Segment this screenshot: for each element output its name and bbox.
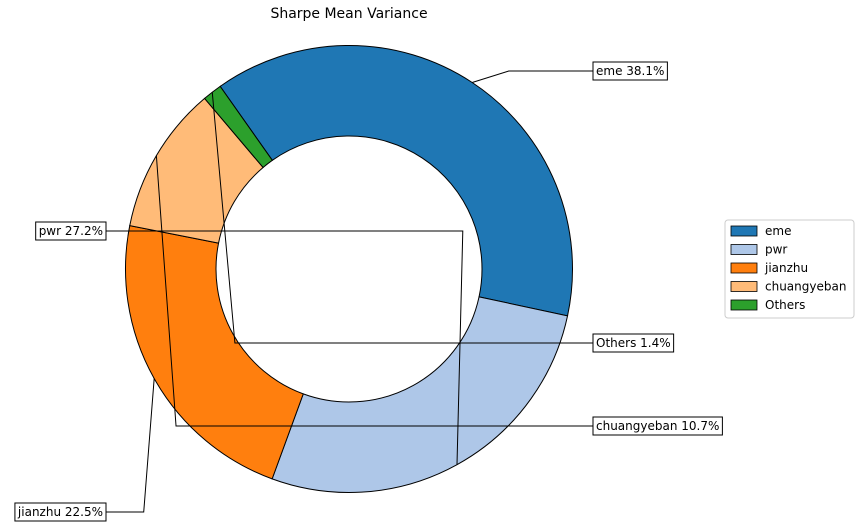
slice-label-eme: eme 38.1% xyxy=(596,64,664,78)
legend-label-chuangyeban: chuangyeban xyxy=(765,280,846,294)
leader-line-eme xyxy=(472,70,593,83)
legend-label-eme: eme xyxy=(765,224,791,238)
donut-slices xyxy=(125,44,573,493)
leader-line-jianzhu xyxy=(106,378,155,513)
legend-swatch-chuangyeban xyxy=(730,281,758,292)
slice-label-box-eme xyxy=(592,61,668,81)
slice-label-box-chuangyeban xyxy=(592,416,723,436)
legend-swatch-others xyxy=(730,299,758,311)
chart-title: Sharpe Mean Variance xyxy=(270,6,427,22)
leader-line-chuangyeban xyxy=(155,155,593,427)
legend-swatch-jianzhu xyxy=(730,262,758,274)
slice-label-box-jianzhu xyxy=(14,502,107,522)
slice-eme xyxy=(219,44,573,317)
legend: eme pwr jianzhu chuangyeban Others xyxy=(724,219,855,319)
legend-label-pwr: pwr xyxy=(765,243,787,257)
slice-labels: eme 38.1% pwr 27.2% jianzhu 22.5% chuangyeb… xyxy=(14,61,723,522)
slice-label-chuangyeban: chuangyeban 10.7% xyxy=(596,419,719,433)
slice-label-pwr: pwr 27.2% xyxy=(39,224,103,238)
slice-label-box-pwr xyxy=(35,221,107,241)
legend-swatch-eme xyxy=(730,225,758,237)
slice-jianzhu xyxy=(125,225,304,480)
legend-label-others: Others xyxy=(765,298,805,312)
slice-label-jianzhu: jianzhu 22.5% xyxy=(17,505,103,519)
slice-label-others: Others 1.4% xyxy=(596,336,671,350)
slice-others xyxy=(203,85,274,169)
legend-label-jianzhu: jianzhu xyxy=(764,261,808,275)
slice-label-box-others xyxy=(592,333,675,353)
slice-pwr xyxy=(271,296,569,493)
leader-line-others xyxy=(211,92,593,344)
legend-swatch-pwr xyxy=(730,244,758,255)
